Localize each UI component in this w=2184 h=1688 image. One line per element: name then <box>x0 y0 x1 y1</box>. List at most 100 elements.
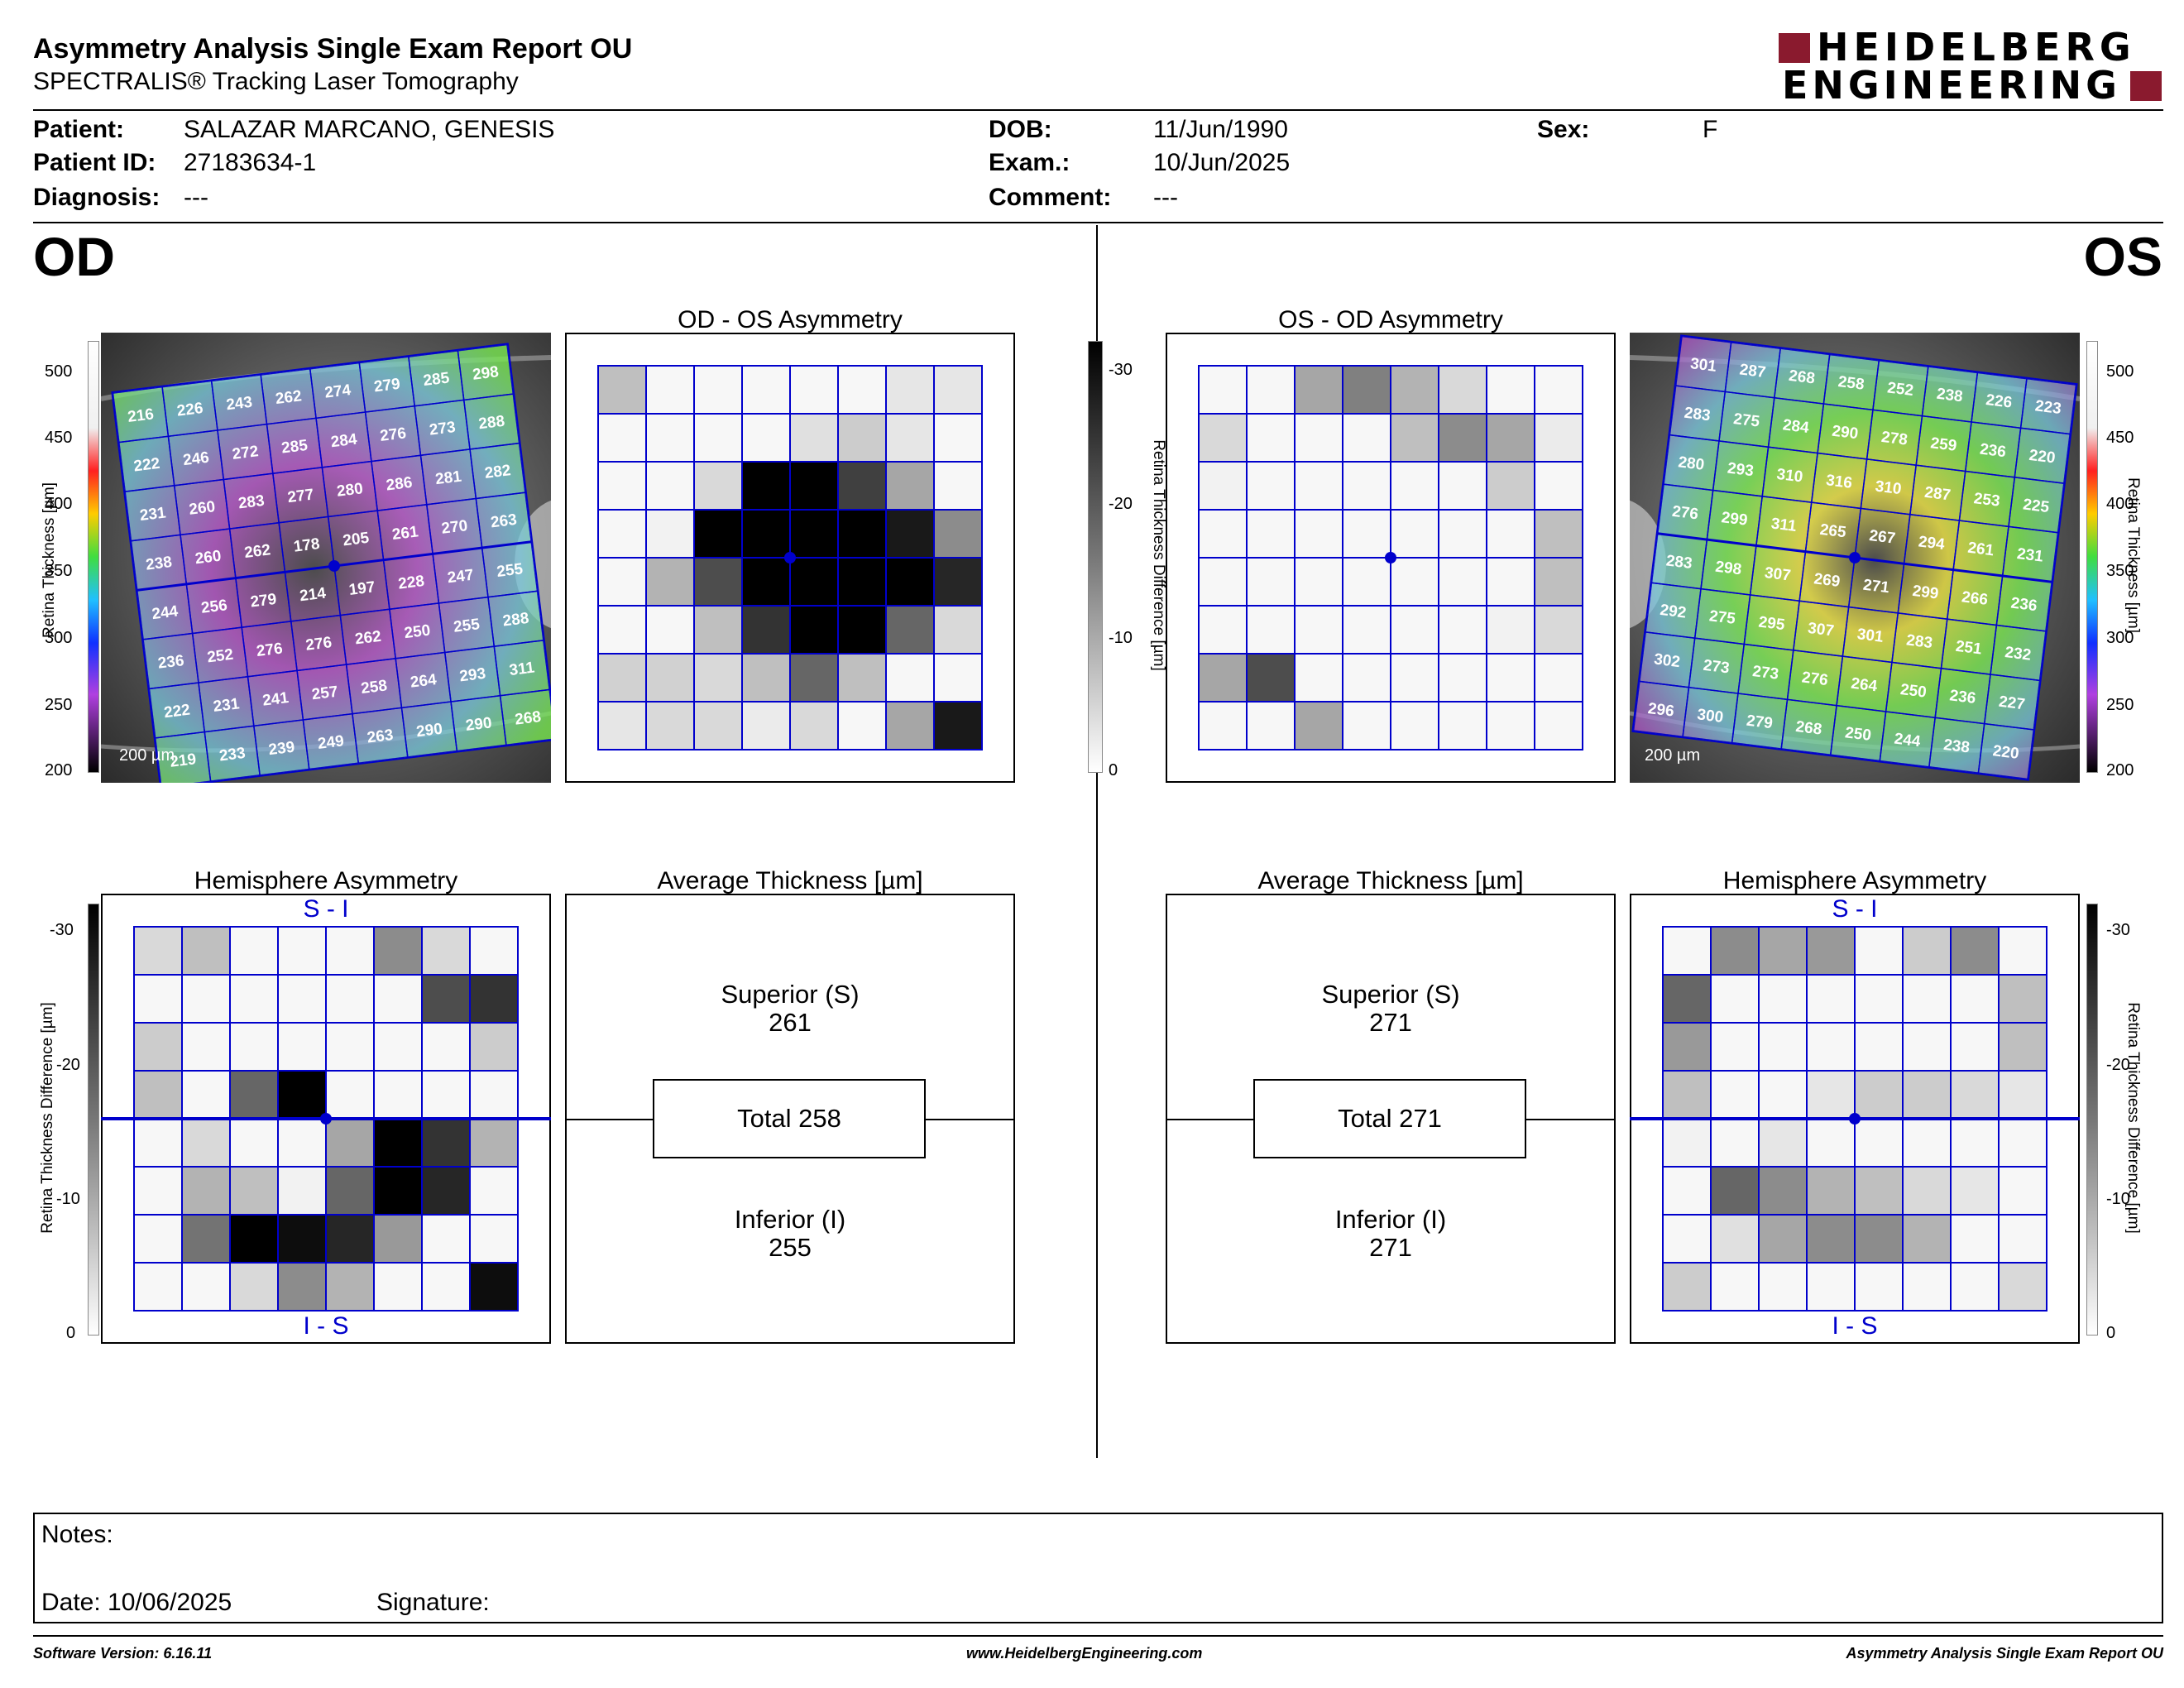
os-hemisphere-title: Hemisphere Asymmetry <box>1722 867 1987 894</box>
os-asymmetry-cell <box>1198 605 1248 655</box>
os-thickness-value: 310 <box>1875 477 1903 498</box>
os-hemisphere-cell <box>1758 1118 1808 1168</box>
os-asymmetry-cell <box>1486 701 1535 750</box>
od-hemisphere-cell <box>133 1118 183 1168</box>
os-thickness-value: 294 <box>1918 533 1946 554</box>
os-superior-value: 271 <box>1369 1008 1412 1037</box>
os-hemisphere-cell <box>1806 1166 1856 1216</box>
os-asymmetry-cell <box>1198 365 1248 415</box>
os-asymmetry-cell <box>1390 653 1439 703</box>
od-hemisphere-cell <box>277 1262 327 1312</box>
od-asymmetry-cell <box>789 365 839 415</box>
od-hemisphere-cell <box>181 1022 231 1072</box>
os-thickness-value: 292 <box>1659 602 1687 622</box>
os-asymmetry-cell <box>1438 365 1487 415</box>
os-thickness-value: 227 <box>1998 693 2026 714</box>
od-asymmetry-cell <box>741 365 791 415</box>
os-hemisphere-cell <box>1854 1262 1904 1312</box>
comment-label: Comment: <box>989 184 1112 211</box>
os-thickness-tick: 350 <box>2106 562 2134 580</box>
od-thickness-value: 276 <box>256 640 284 660</box>
os-thickness-value: 301 <box>1856 626 1885 646</box>
od-thickness-value: 290 <box>465 714 493 735</box>
diagnosis-value: --- <box>184 184 208 211</box>
os-thickness-tick: 250 <box>2106 696 2134 714</box>
os-asymmetry-cell <box>1390 605 1439 655</box>
od-hemisphere-cell <box>373 1166 423 1216</box>
od-asymmetry-cell <box>741 701 791 750</box>
od-thickness-value: 270 <box>440 517 468 538</box>
os-asymmetry-cell <box>1390 701 1439 750</box>
os-thickness-value: 279 <box>1746 712 1774 733</box>
os-thickness-value: 238 <box>1942 736 1971 757</box>
od-asymmetry-cell <box>597 605 647 655</box>
od-thickness-value: 277 <box>286 486 314 506</box>
od-asymmetry-cell <box>837 461 887 511</box>
os-thickness-value: 252 <box>1886 379 1914 400</box>
os-thickness-value: 310 <box>1775 466 1803 487</box>
os-asymmetry-cell <box>1390 557 1439 607</box>
od-asymmetry-cell <box>885 557 935 607</box>
os-hemisphere-cell <box>1758 1262 1808 1312</box>
od-asymmetry-cell <box>933 365 983 415</box>
od-hemisphere-cell <box>133 1214 183 1264</box>
od-thickness-value: 293 <box>458 665 486 686</box>
notes-box[interactable]: Notes: Date: 10/06/2025 Signature: <box>33 1513 2163 1623</box>
os-asymmetry-cell <box>1246 653 1296 703</box>
diagnosis-label: Diagnosis: <box>33 184 160 211</box>
od-thickness-value: 261 <box>391 523 419 544</box>
od-thickness-value: 247 <box>447 567 475 587</box>
od-hemisphere-axis-label: Retina Thickness Difference [µm] <box>39 1002 56 1234</box>
od-hemisphere-cell <box>133 1070 183 1120</box>
od-hemi-tick: -30 <box>50 921 74 939</box>
os-thickness-tick: 200 <box>2106 761 2134 779</box>
os-thickness-value: 220 <box>1992 742 2020 763</box>
os-hemisphere-cell <box>1710 1118 1760 1168</box>
od-thickness-axis-label: Retina Thickness [µm] <box>41 482 58 638</box>
exam-value: 10/Jun/2025 <box>1153 149 1291 176</box>
os-asymmetry-cell <box>1438 557 1487 607</box>
od-thickness-value: 280 <box>336 480 364 501</box>
od-thickness-value: 252 <box>206 646 234 667</box>
od-hemisphere-cell <box>373 1118 423 1168</box>
os-asymmetry-cell <box>1246 509 1296 559</box>
od-hemisphere-cell <box>133 1166 183 1216</box>
os-average-panel: Superior (S) 271 Total 271 Inferior (I) … <box>1166 894 1616 1344</box>
website-link[interactable]: www.HeidelbergEngineering.com <box>966 1645 1203 1662</box>
os-asymmetry-cell <box>1438 461 1487 511</box>
heidelberg-logo: HEIDELBERG ENGINEERING <box>1779 25 2163 108</box>
od-hemisphere-cell <box>421 1118 471 1168</box>
od-thickness-overlay: 216 226 243 262 274 279 285 298 222 246 272 285 284 2… <box>111 343 551 783</box>
os-asymmetry-cell <box>1342 413 1391 463</box>
od-asymmetry-cell <box>933 653 983 703</box>
od-hemisphere-fovea-marker <box>320 1113 332 1125</box>
os-hemisphere-cell <box>1806 1070 1856 1120</box>
od-asymmetry-cell <box>933 557 983 607</box>
os-thickness-value: 283 <box>1684 405 1712 425</box>
logo-square-top <box>1779 33 1810 63</box>
od-asymmetry-cell <box>645 509 695 559</box>
os-average-title: Average Thickness [µm] <box>1257 867 1524 894</box>
od-hemisphere-cell <box>421 1166 471 1216</box>
os-thickness-value: 250 <box>1899 681 1928 702</box>
os-asymmetry-cell <box>1198 413 1248 463</box>
os-asymmetry-cell <box>1246 557 1296 607</box>
os-hemisphere-cell <box>1854 1166 1904 1216</box>
od-asymmetry-cell <box>597 701 647 750</box>
od-asymmetry-cell <box>933 461 983 511</box>
os-thickness-value: 267 <box>1868 527 1896 548</box>
os-thickness-value: 266 <box>1961 588 1989 609</box>
od-hemisphere-cell <box>229 1118 279 1168</box>
os-thickness-tick: 450 <box>2106 429 2134 447</box>
od-hemisphere-cell <box>325 1070 375 1120</box>
od-hemisphere-cell <box>325 1166 375 1216</box>
os-asymmetry-cell <box>1294 413 1343 463</box>
os-asymmetry-cell <box>1294 509 1343 559</box>
od-hemisphere-cell <box>277 1214 327 1264</box>
od-thickness-value: 226 <box>176 400 204 420</box>
os-hemisphere-cell <box>1902 926 1952 976</box>
od-total-box: Total 258 <box>653 1079 926 1158</box>
od-thickness-value: 239 <box>267 739 295 760</box>
os-thickness-value: 295 <box>1758 613 1786 634</box>
od-asymmetry-cell <box>789 413 839 463</box>
